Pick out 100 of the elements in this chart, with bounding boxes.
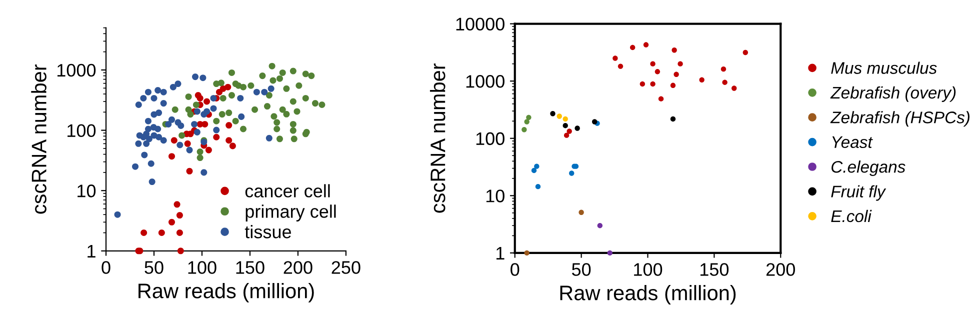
point [742, 50, 748, 56]
point [200, 74, 206, 82]
point [140, 94, 147, 102]
legend-label: C.elegans [832, 160, 906, 176]
x-axis-title: Raw reads (million) [138, 283, 314, 302]
point [196, 154, 204, 162]
point [135, 140, 142, 147]
point [268, 62, 276, 70]
point [168, 153, 176, 160]
point [160, 88, 167, 96]
y-tick-label: 100 [68, 124, 96, 137]
point [274, 126, 280, 132]
point [566, 128, 572, 134]
point [148, 160, 154, 167]
point [290, 68, 296, 74]
x-tick-label: 0 [510, 263, 520, 276]
point [170, 84, 176, 90]
point [220, 94, 226, 102]
legend-label: cancer cell [245, 184, 330, 198]
legend-label: Zebrafish (overy) [830, 86, 956, 102]
point [283, 110, 290, 118]
point [562, 123, 568, 128]
point [274, 119, 280, 126]
point [266, 92, 272, 99]
point [550, 111, 556, 116]
point [270, 113, 278, 120]
point [178, 122, 184, 129]
y-tick-label: 1 [88, 245, 96, 258]
y-axis-title: cscRNA number [430, 63, 446, 213]
point [658, 96, 664, 102]
legend-label: Mus musculus [831, 62, 937, 74]
x-tick-label: 100 [634, 263, 662, 276]
point [177, 248, 184, 254]
point [228, 92, 235, 99]
point [229, 142, 236, 150]
point [196, 94, 204, 102]
point [531, 168, 537, 174]
point [160, 100, 167, 107]
point [672, 48, 677, 53]
point [264, 103, 271, 110]
point [266, 134, 272, 142]
point [186, 146, 193, 154]
point [238, 113, 245, 120]
point [312, 100, 318, 107]
point [210, 94, 217, 102]
point [276, 75, 283, 82]
point [210, 105, 217, 112]
point [276, 136, 283, 142]
point [204, 108, 210, 115]
point [720, 66, 726, 72]
point [144, 88, 152, 96]
point [237, 94, 244, 102]
x-tick-label: 250 [332, 261, 360, 274]
point [191, 120, 198, 128]
point [534, 164, 540, 169]
point [296, 82, 302, 89]
y-tick-label: 10000 [456, 18, 504, 31]
point [176, 230, 183, 236]
point [213, 80, 220, 88]
point [290, 98, 296, 105]
y-tick-label: 1000 [57, 64, 96, 77]
point [259, 72, 266, 80]
point [522, 127, 527, 132]
point [114, 211, 121, 218]
point [156, 134, 162, 140]
point [732, 86, 737, 91]
point [650, 81, 656, 87]
y-tick-label: 10 [78, 184, 96, 198]
point [132, 163, 139, 170]
point [228, 69, 235, 76]
point [232, 80, 239, 88]
x-tick-label: 200 [284, 261, 312, 274]
point [574, 126, 580, 131]
x-tick-label: 50 [572, 263, 591, 276]
legend-label: E.coli [831, 210, 872, 222]
point [556, 114, 562, 119]
point [290, 127, 296, 134]
point [592, 119, 598, 124]
point [618, 64, 624, 69]
y-tick-label: 1000 [466, 75, 504, 88]
legend-label: Fruit fly [831, 185, 886, 201]
point [290, 136, 298, 142]
point [213, 126, 220, 134]
point [654, 69, 660, 74]
point [150, 94, 158, 102]
point [526, 114, 532, 120]
point [158, 230, 165, 236]
point [154, 87, 162, 94]
point [187, 111, 194, 118]
point [630, 44, 636, 50]
point [270, 77, 276, 84]
point [165, 120, 172, 128]
point [535, 184, 541, 190]
point [290, 120, 296, 128]
point [318, 101, 326, 108]
point [144, 118, 152, 124]
point [174, 80, 182, 88]
point [178, 132, 186, 139]
point [279, 69, 286, 76]
point [185, 93, 192, 100]
